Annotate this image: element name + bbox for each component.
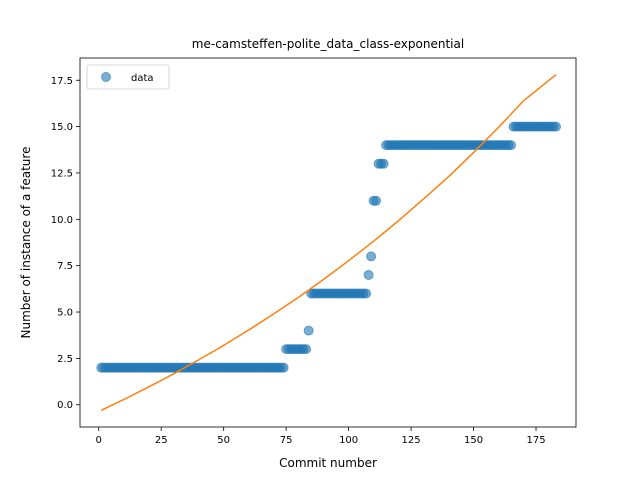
data-point: [367, 252, 376, 261]
y-tick-label: 5.0: [57, 308, 73, 319]
y-tick-label: 12.5: [51, 168, 73, 179]
x-tick-label: 25: [155, 435, 168, 446]
x-tick-label: 50: [217, 435, 230, 446]
x-tick-label: 125: [402, 435, 421, 446]
data-point: [364, 270, 373, 279]
y-tick-label: 0.0: [57, 400, 73, 411]
x-tick-label: 75: [280, 435, 293, 446]
y-axis-label: Number of instance of a feature: [19, 147, 33, 339]
legend-label-data: data: [131, 73, 154, 84]
data-point: [552, 122, 561, 131]
legend-box: [87, 65, 169, 89]
x-tick-label: 150: [464, 435, 483, 446]
data-point: [372, 196, 381, 205]
x-tick-label: 175: [526, 435, 545, 446]
x-tick-label: 0: [96, 435, 102, 446]
x-axis-label: Commit number: [279, 456, 377, 470]
x-tick-label: 100: [339, 435, 358, 446]
legend: data: [87, 65, 169, 89]
y-tick-label: 10.0: [51, 215, 73, 226]
y-tick-label: 2.5: [57, 354, 73, 365]
data-point: [304, 326, 313, 335]
data-point: [362, 289, 371, 298]
data-point: [279, 363, 288, 372]
chart-title: me-camsteffen-polite_data_class-exponent…: [192, 37, 464, 51]
legend-marker-data: [102, 73, 111, 82]
y-tick-label: 7.5: [57, 261, 73, 272]
data-point: [507, 141, 516, 150]
y-tick-label: 17.5: [51, 76, 73, 87]
y-tick-label: 15.0: [51, 122, 73, 133]
data-point: [302, 345, 311, 354]
data-point: [379, 159, 388, 168]
